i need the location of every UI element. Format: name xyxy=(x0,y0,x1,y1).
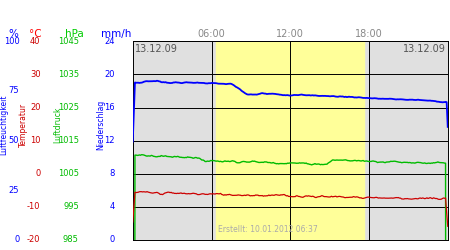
Text: 1015: 1015 xyxy=(58,136,79,145)
Text: 1025: 1025 xyxy=(58,103,79,112)
Text: 20: 20 xyxy=(104,70,115,79)
Text: 1035: 1035 xyxy=(58,70,79,79)
Text: 16: 16 xyxy=(104,103,115,112)
Text: 25: 25 xyxy=(9,186,19,195)
Text: mm/h: mm/h xyxy=(101,29,131,39)
Text: 30: 30 xyxy=(30,70,40,79)
Text: Luftdruck: Luftdruck xyxy=(53,107,62,143)
Text: 13.12.09: 13.12.09 xyxy=(403,44,446,54)
Text: 100: 100 xyxy=(4,37,19,46)
Text: 13.12.09: 13.12.09 xyxy=(135,44,178,54)
Text: 24: 24 xyxy=(104,37,115,46)
Text: -10: -10 xyxy=(27,202,40,211)
Text: 0: 0 xyxy=(109,236,115,244)
Text: °C: °C xyxy=(29,29,42,39)
Text: Temperatur: Temperatur xyxy=(19,103,28,147)
Text: 75: 75 xyxy=(9,86,19,96)
Text: 10: 10 xyxy=(30,136,40,145)
Text: Erstellt: 10.01.2012 06:37: Erstellt: 10.01.2012 06:37 xyxy=(218,225,318,234)
Text: Luftfeuchtigkeit: Luftfeuchtigkeit xyxy=(0,95,8,155)
Text: 995: 995 xyxy=(63,202,79,211)
Bar xyxy=(216,41,364,240)
Text: 4: 4 xyxy=(109,202,115,211)
Text: 1005: 1005 xyxy=(58,169,79,178)
Text: 12: 12 xyxy=(104,136,115,145)
Text: 0: 0 xyxy=(14,236,19,244)
Text: 0: 0 xyxy=(35,169,40,178)
Text: 1045: 1045 xyxy=(58,37,79,46)
Text: 40: 40 xyxy=(30,37,40,46)
Text: 18:00: 18:00 xyxy=(355,29,383,39)
Text: 12:00: 12:00 xyxy=(276,29,304,39)
Text: %: % xyxy=(8,29,18,39)
Text: 8: 8 xyxy=(109,169,115,178)
Text: 50: 50 xyxy=(9,136,19,145)
Text: 06:00: 06:00 xyxy=(198,29,225,39)
Text: 20: 20 xyxy=(30,103,40,112)
Text: Niederschlag: Niederschlag xyxy=(97,100,106,150)
Text: hPa: hPa xyxy=(65,29,84,39)
Text: -20: -20 xyxy=(27,236,40,244)
Text: 985: 985 xyxy=(63,236,79,244)
